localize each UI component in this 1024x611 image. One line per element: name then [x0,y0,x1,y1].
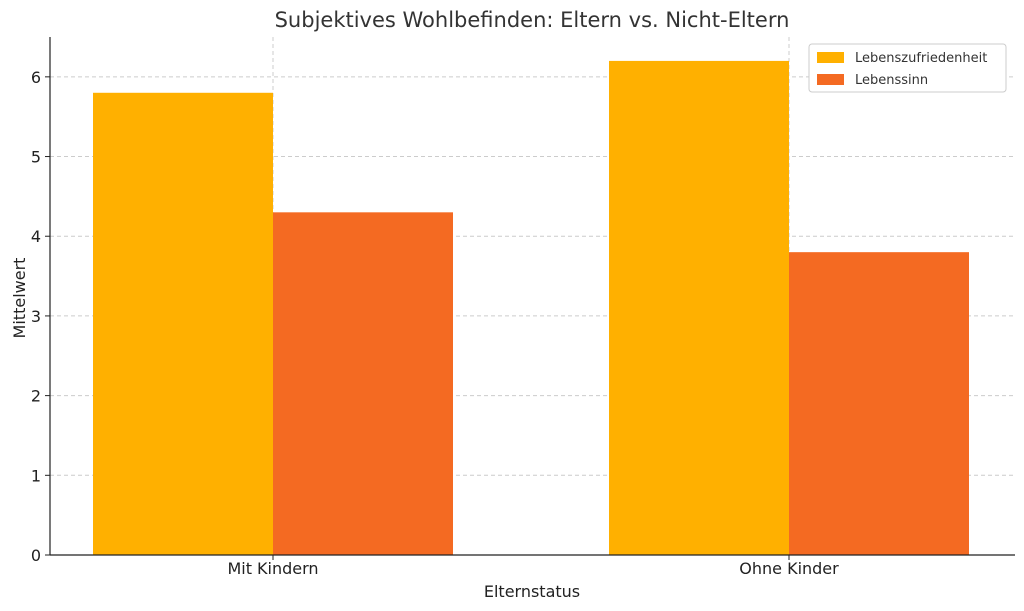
y-tick-label: 6 [31,68,41,87]
y-tick-label: 1 [31,466,41,485]
bar-lebenszufriedenheit-mit-kindern [93,92,273,556]
legend-label: Lebenssinn [855,73,928,88]
legend-swatch [817,52,844,63]
ticks-layer: 0 1 2 3 4 5 6 Mit Kindern Ohne Kinder [31,68,839,578]
x-axis-label: Elternstatus [484,582,580,601]
bars-layer [93,60,969,556]
y-tick-label: 4 [31,227,41,246]
y-tick-label: 5 [31,148,41,167]
bar-lebenszufriedenheit-ohne-kinder [609,60,789,556]
y-axis-label: Mittelwert [10,258,29,339]
y-tick-label: 2 [31,387,41,406]
x-tick-label: Ohne Kinder [739,559,839,578]
legend-box [808,43,1007,93]
axes-layer [49,37,1015,556]
bar-lebenssinn-ohne-kinder [789,252,969,555]
bar-lebenssinn-mit-kindern [273,212,453,556]
legend-label: Lebenszufriedenheit [855,51,987,66]
chart-title: Subjektives Wohlbefinden: Eltern vs. Nic… [275,8,790,32]
x-tick-label: Mit Kindern [227,559,318,578]
legend-swatch [817,74,844,85]
y-tick-label: 0 [31,546,41,565]
legend: Lebenszufriedenheit Lebenssinn [808,43,1007,93]
y-tick-label: 3 [31,307,41,326]
